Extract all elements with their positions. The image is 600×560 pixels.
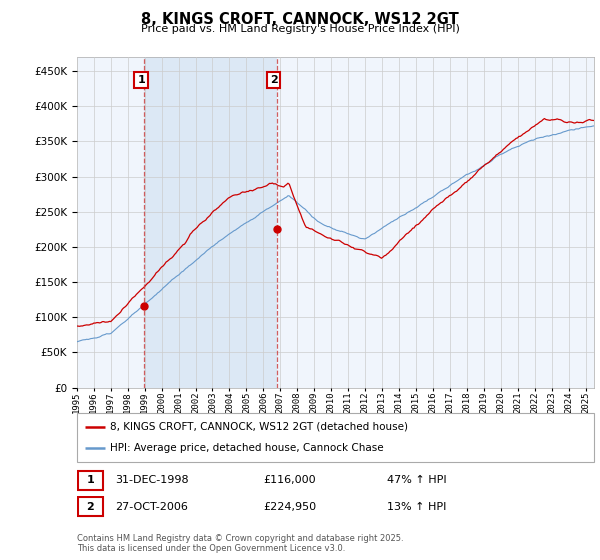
Text: 13% ↑ HPI: 13% ↑ HPI [387,502,446,512]
Bar [78,497,103,516]
Text: 47% ↑ HPI: 47% ↑ HPI [387,475,447,486]
Text: HPI: Average price, detached house, Cannock Chase: HPI: Average price, detached house, Cann… [110,443,384,453]
Text: £116,000: £116,000 [263,475,316,486]
Text: 8, KINGS CROFT, CANNOCK, WS12 2GT (detached house): 8, KINGS CROFT, CANNOCK, WS12 2GT (detac… [110,422,409,432]
Text: 1: 1 [86,475,94,486]
Text: 27-OCT-2006: 27-OCT-2006 [116,502,188,512]
Text: 31-DEC-1998: 31-DEC-1998 [116,475,189,486]
Text: Price paid vs. HM Land Registry's House Price Index (HPI): Price paid vs. HM Land Registry's House … [140,24,460,34]
Text: 1: 1 [137,75,145,85]
Text: £224,950: £224,950 [263,502,316,512]
Text: 2: 2 [270,75,278,85]
Bar [145,57,277,388]
Text: 8, KINGS CROFT, CANNOCK, WS12 2GT: 8, KINGS CROFT, CANNOCK, WS12 2GT [141,12,459,27]
Text: 2: 2 [86,502,94,512]
Bar [78,471,103,490]
Text: Contains HM Land Registry data © Crown copyright and database right 2025.
This d: Contains HM Land Registry data © Crown c… [77,534,403,553]
